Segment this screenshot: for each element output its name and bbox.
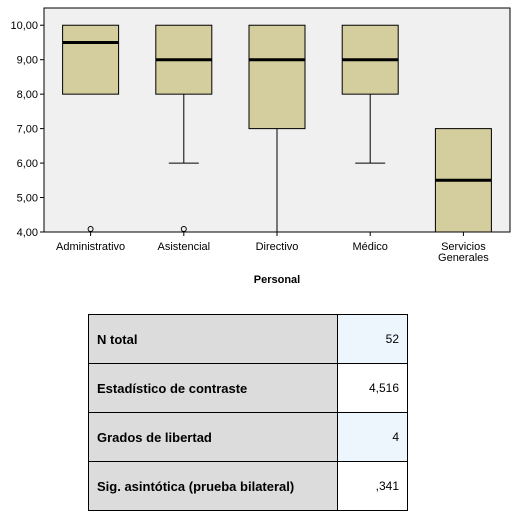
x-tick-label: Administrativo: [56, 241, 125, 253]
stats-table: N total 52 Estadístico de contraste 4,51…: [88, 314, 408, 511]
y-tick-label: 7,00: [17, 124, 38, 136]
stat-value: 4: [337, 412, 408, 462]
stat-value: 4,516: [337, 363, 408, 413]
box-group: [62, 24, 120, 232]
outlier-point: [87, 226, 94, 232]
table-row: Sig. asintótica (prueba bilateral) ,341: [88, 461, 408, 511]
x-tick-label: Directivo: [256, 241, 299, 253]
y-tick-label: 4,00: [17, 227, 38, 239]
y-tick-label: 5,00: [17, 193, 38, 205]
table-row: Grados de libertad 4: [88, 412, 408, 462]
y-axis: 4,00 5,00 6,00 7,00 8,00 9,00 10,00: [10, 20, 44, 239]
stat-value: ,341: [337, 461, 408, 511]
y-tick-label: 9,00: [17, 55, 38, 67]
stat-label: N total: [88, 314, 338, 364]
y-tick-label: 10,00: [10, 20, 38, 32]
box-group: [434, 128, 492, 233]
x-tick-label: Servicios: [441, 241, 486, 253]
box-group: [248, 24, 306, 232]
boxplot-chart: 4,00 5,00 6,00 7,00 8,00 9,00 10,00 Administra…: [10, 7, 511, 286]
x-tick-label: Generales: [438, 252, 489, 264]
x-axis-title: Personal: [254, 274, 300, 286]
y-tick-label: 6,00: [17, 158, 38, 170]
box-group: [155, 24, 213, 232]
y-tick-label: 8,00: [17, 89, 38, 101]
x-tick-label: Médico: [352, 241, 387, 253]
boxes-layer: [62, 24, 492, 233]
table-row: Estadístico de contraste 4,516: [88, 363, 408, 413]
box: [248, 24, 306, 130]
box: [62, 24, 120, 95]
box-group: [341, 24, 399, 164]
table-row: N total 52: [88, 314, 408, 364]
x-tick-label: Asistencial: [158, 241, 211, 253]
stat-label: Sig. asintótica (prueba bilateral): [88, 461, 338, 511]
stat-label: Estadístico de contraste: [88, 363, 338, 413]
outlier-point: [180, 226, 187, 232]
stat-value: 52: [337, 314, 408, 364]
stat-label: Grados de libertad: [88, 412, 338, 462]
x-axis: Administrativo Asistencial Directivo Médico…: [56, 232, 489, 264]
